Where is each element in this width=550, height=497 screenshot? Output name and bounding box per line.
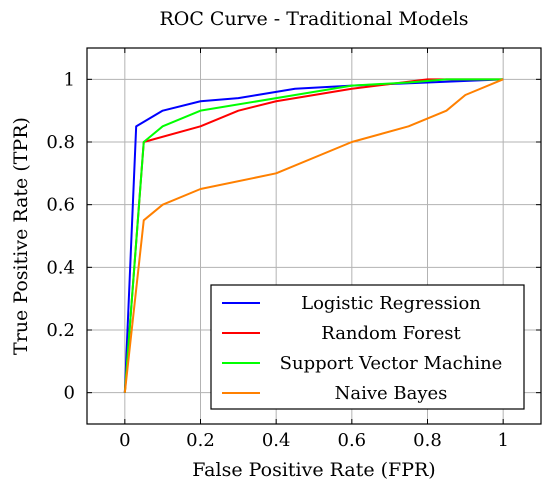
y-tick-label: 0.4 (46, 257, 75, 278)
y-tick-label: 0.6 (46, 195, 75, 216)
x-axis-label: False Positive Rate (FPR) (192, 459, 435, 481)
legend-label-random-forest: Random Forest (321, 323, 461, 344)
legend-label-logistic-regression: Logistic Regression (301, 293, 481, 314)
x-tick-label: 1 (497, 430, 508, 451)
series-line-naive-bayes (123, 78, 504, 393)
y-tick-label: 0.2 (46, 320, 75, 341)
y-tick-label: 1 (64, 69, 75, 90)
legend-label-support-vector-machine: Support Vector Machine (280, 353, 503, 374)
x-tick-label: 0.6 (338, 430, 367, 451)
y-tick-label: 0 (64, 383, 75, 404)
axis-ticks: 0 0.2 0.4 0.6 0.8 1 0 0.2 0.4 0.6 0.8 1 (46, 48, 541, 451)
grid (87, 48, 541, 424)
series-line-support-vector-machine (123, 78, 504, 393)
y-tick-label: 0.8 (46, 132, 75, 153)
legend: Logistic Regression Random Forest Support … (210, 284, 525, 410)
x-tick-label: 0 (119, 430, 130, 451)
x-tick-label: 0.8 (413, 430, 442, 451)
x-tick-label: 0.2 (186, 430, 215, 451)
chart-title: ROC Curve - Traditional Models (159, 8, 468, 30)
x-tick-label: 0.4 (262, 430, 291, 451)
legend-box (210, 284, 525, 410)
series-lines (123, 78, 504, 393)
plot-frame (86, 47, 542, 425)
y-axis-label: True Positive Rate (TPR) (10, 117, 32, 355)
legend-label-naive-bayes: Naive Bayes (335, 383, 448, 404)
